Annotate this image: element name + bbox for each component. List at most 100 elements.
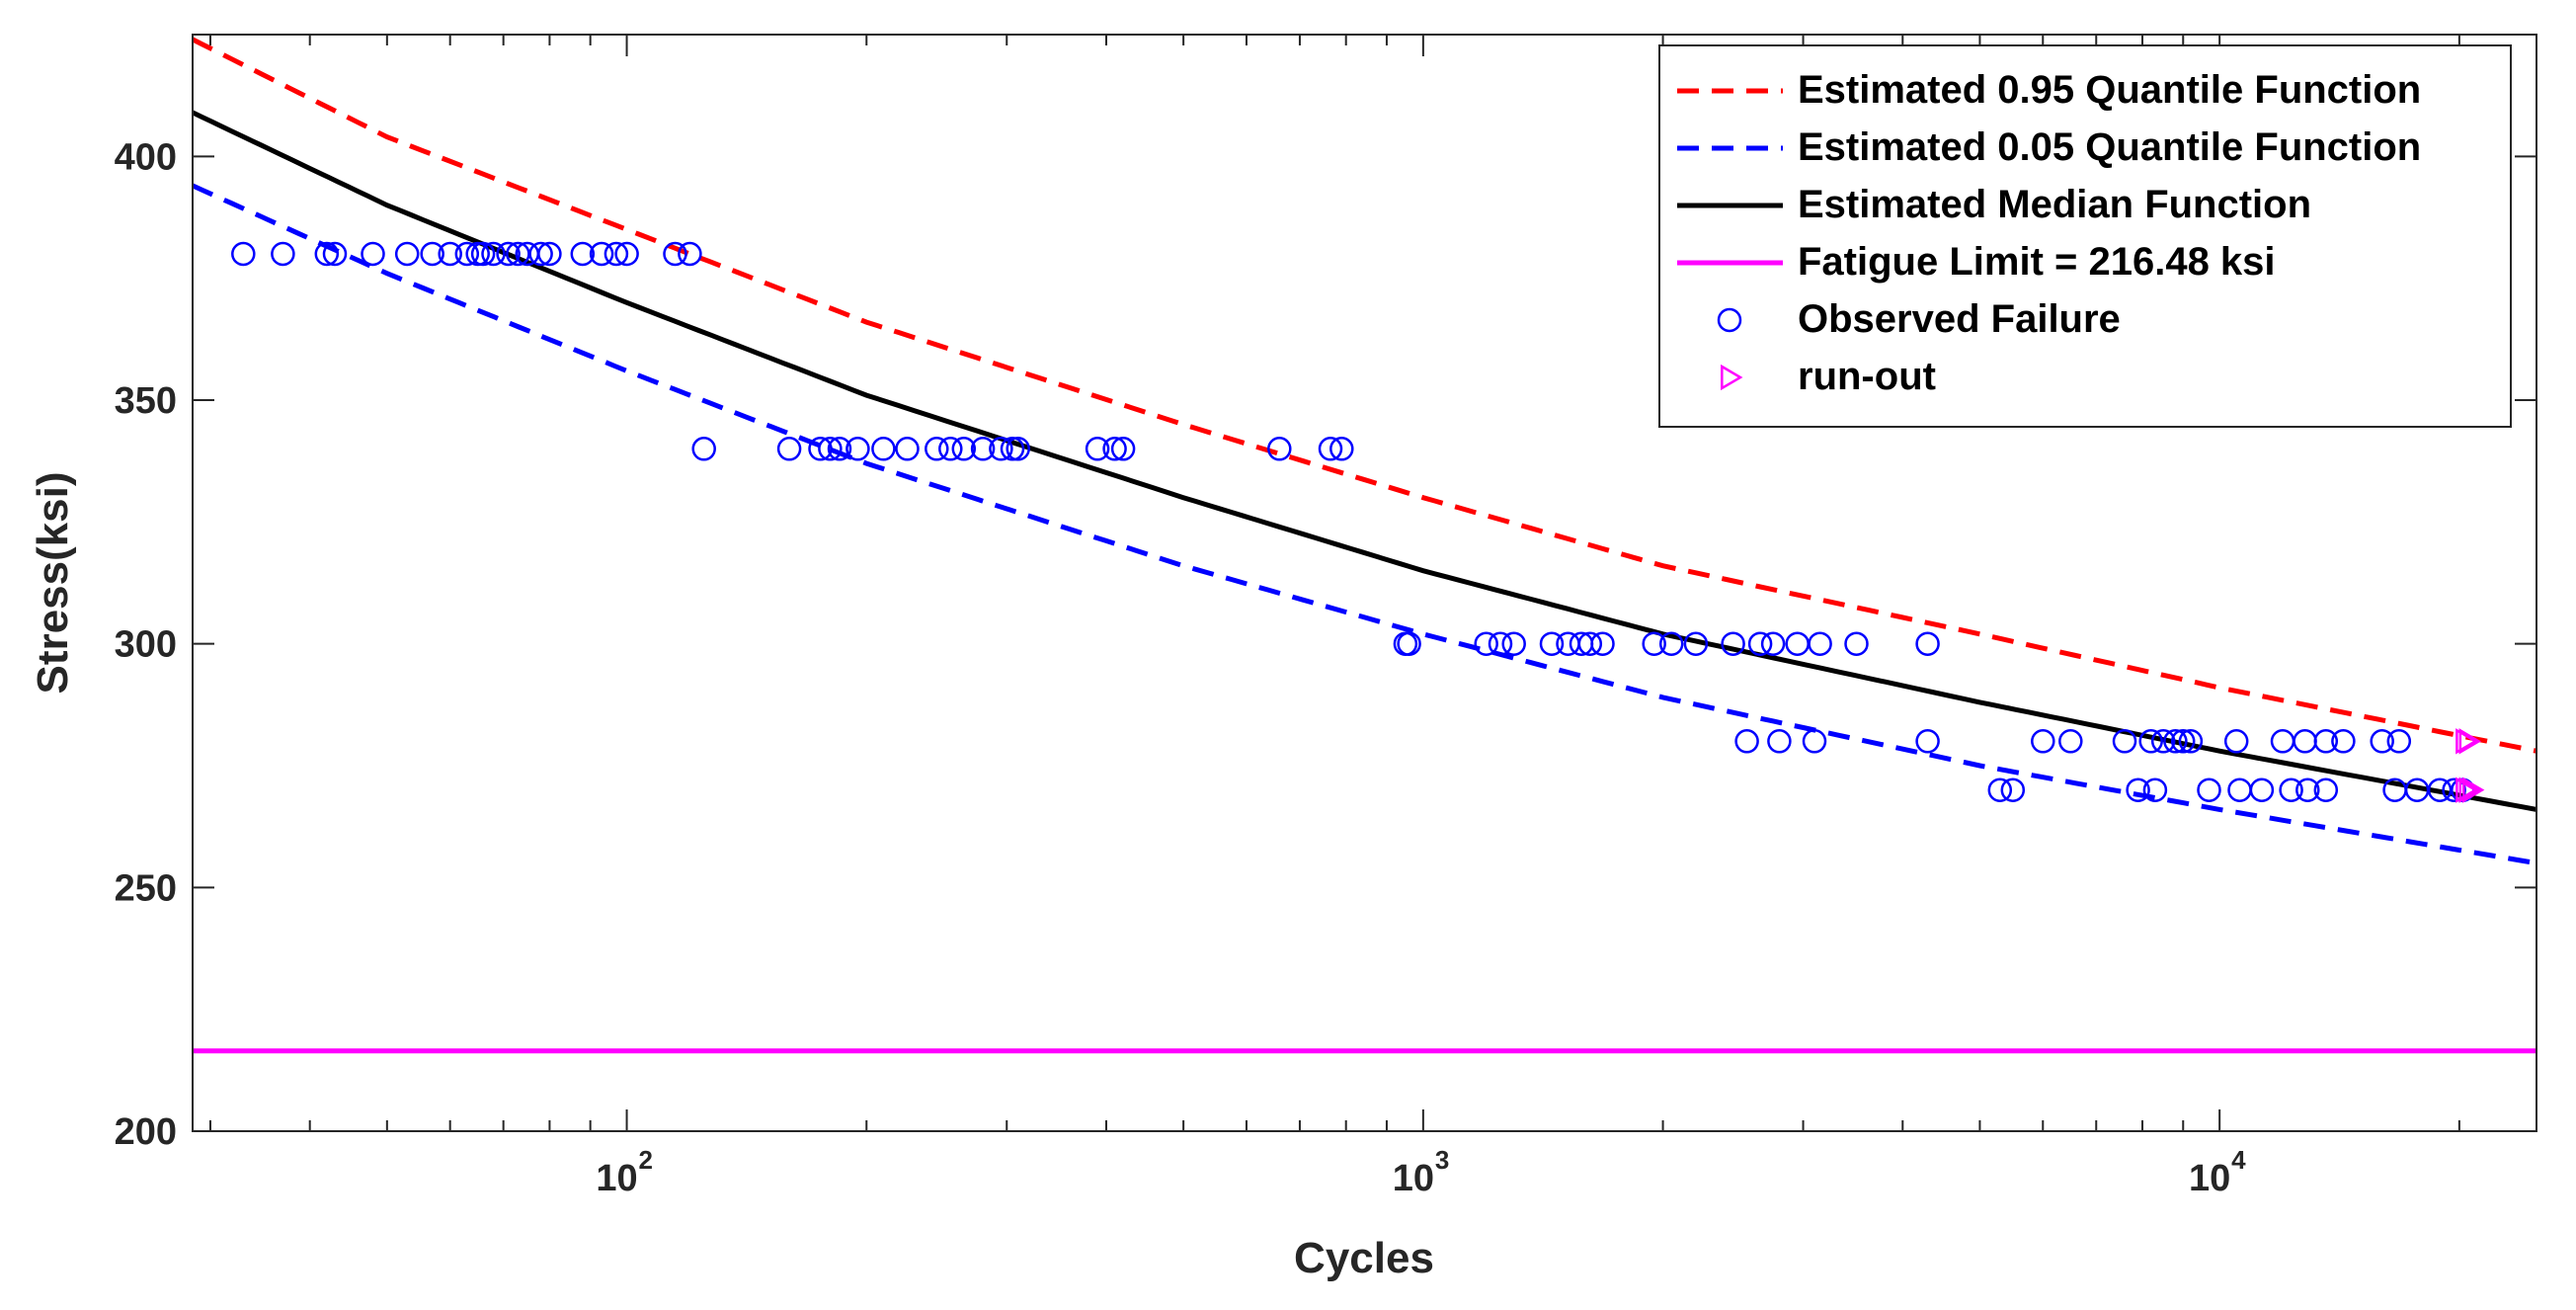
failure-point: [2112, 729, 2137, 754]
legend-item-q05: Estimated 0.05 Quantile Function: [1677, 125, 2421, 169]
legend-label: Estimated Median Function: [1798, 183, 2311, 226]
failure-point: [2331, 729, 2356, 754]
failure-point: [2163, 729, 2188, 754]
legend-item-runout: run-out: [1721, 355, 1936, 398]
markers-layer: [231, 241, 2485, 803]
failure-point: [454, 241, 480, 267]
failure-point: [231, 241, 256, 267]
failure-point: [1085, 437, 1110, 461]
failure-point: [845, 437, 870, 461]
failure-point: [614, 241, 639, 267]
x-tick-label: 10: [1393, 1158, 1434, 1199]
failure-point: [1767, 729, 1792, 754]
legend-box: [1658, 44, 2512, 428]
x-tick-label: 10: [596, 1158, 637, 1199]
legend-label: run-out: [1798, 355, 1936, 398]
failure-point: [1808, 631, 1832, 656]
failure-point: [1721, 631, 1745, 656]
failure-point: [271, 241, 295, 267]
failure-point: [2313, 729, 2339, 754]
failure-point: [528, 241, 553, 267]
legend-item-q95: Estimated 0.95 Quantile Function: [1677, 68, 2421, 112]
failure-point: [1329, 437, 1354, 461]
failure-point: [2370, 729, 2394, 754]
failure-point: [2249, 778, 2275, 802]
failure-point: [2178, 729, 2204, 754]
failure-point: [951, 437, 977, 461]
failure-point: [989, 437, 1013, 461]
failure-point: [1318, 437, 1343, 461]
failure-point: [314, 241, 340, 267]
failure-point: [2386, 729, 2412, 754]
failure-point: [895, 437, 920, 461]
quantile-95-curve: [193, 37, 2536, 754]
failure-point: [2000, 778, 2026, 802]
x-tick-label: 10: [2189, 1158, 2230, 1199]
legend: Estimated 0.95 Quantile Function Estimate…: [1658, 44, 2512, 428]
failure-point: [570, 241, 596, 267]
x-tick-exponent: 4: [2231, 1145, 2246, 1175]
failure-point: [818, 437, 843, 461]
failure-point: [1577, 631, 1603, 656]
failure-point: [604, 241, 629, 267]
failure-point: [2031, 729, 2055, 754]
y-tick-label: 300: [115, 624, 177, 666]
legend-swatch-circle: [1717, 307, 1742, 333]
failure-point: [496, 241, 521, 267]
legend-label: Observed Failure: [1798, 297, 2121, 341]
legend-swatch-triangle: [1721, 364, 1743, 391]
failure-point: [1397, 631, 1421, 656]
failure-point: [663, 241, 687, 267]
x-tick-exponent: 2: [639, 1145, 653, 1175]
y-tick-label: 350: [115, 380, 177, 422]
failure-point: [938, 437, 963, 461]
failure-point: [2442, 778, 2466, 802]
quantile-05-curve: [193, 183, 2536, 866]
failure-point: [1915, 729, 1940, 754]
failure-point: [2313, 778, 2339, 802]
failure-point: [2126, 778, 2150, 802]
y-tick-label: 250: [115, 867, 177, 909]
failure-point: [1844, 631, 1869, 656]
runout-point: [2458, 728, 2481, 755]
failure-point: [1747, 631, 1773, 656]
failure-point: [1987, 778, 2013, 802]
failure-point: [1000, 437, 1025, 461]
failure-point: [1539, 631, 1565, 656]
failure-point: [925, 437, 949, 461]
failure-point: [970, 437, 996, 461]
failure-point: [1734, 729, 1759, 754]
failure-point: [871, 437, 896, 461]
failure-point: [470, 241, 496, 267]
failure-point: [322, 241, 348, 267]
runout-point: [2455, 728, 2478, 755]
failure-point: [2279, 778, 2303, 802]
failure-point: [537, 241, 562, 267]
legend-label: Estimated 0.05 Quantile Function: [1798, 125, 2421, 169]
runout-point: [2455, 777, 2478, 803]
failure-point: [808, 437, 833, 461]
failure-point: [394, 241, 420, 267]
plot-area-frame: [192, 34, 2537, 1132]
failure-point: [2150, 729, 2176, 754]
failure-point: [2170, 729, 2196, 754]
failure-point: [2295, 778, 2320, 802]
failure-point: [2223, 729, 2249, 754]
failure-point: [1915, 631, 1940, 656]
failure-point: [2197, 778, 2221, 802]
failure-point: [2058, 729, 2083, 754]
legend-item-failure: Observed Failure: [1717, 297, 2121, 341]
failure-point: [776, 437, 802, 461]
failure-point: [1802, 729, 1827, 754]
failure-point: [1267, 437, 1292, 461]
failure-point: [1590, 631, 1615, 656]
failure-point: [420, 241, 444, 267]
failure-point: [1102, 437, 1127, 461]
runout-point: [2461, 777, 2485, 803]
failure-point: [1474, 631, 1498, 656]
failure-point: [678, 241, 702, 267]
legend-label: Estimated 0.95 Quantile Function: [1798, 68, 2421, 112]
failure-point: [1658, 631, 1684, 656]
failure-point: [361, 241, 385, 267]
